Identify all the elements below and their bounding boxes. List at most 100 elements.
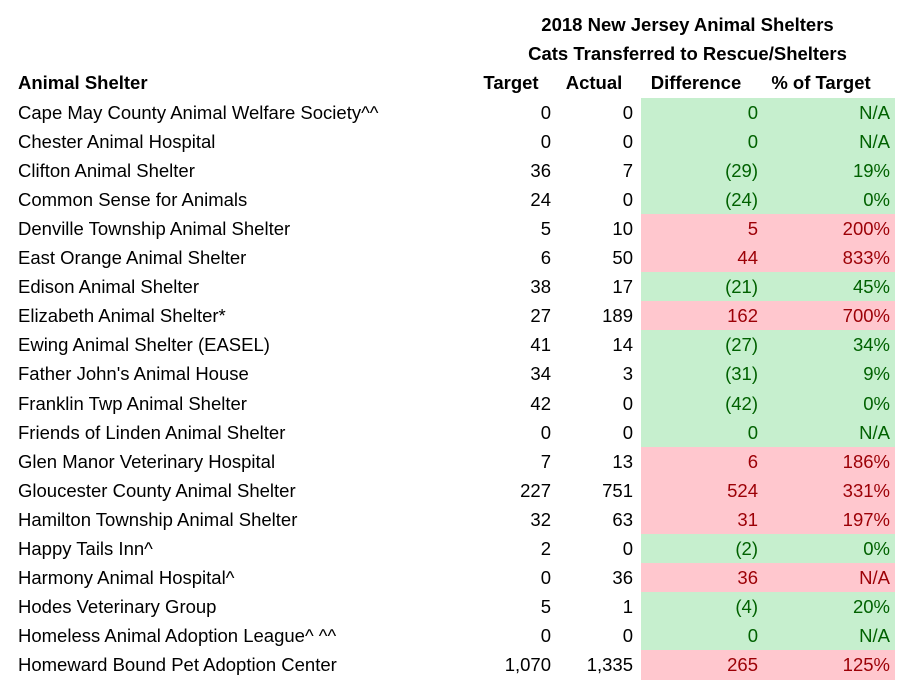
cell: 524: [727, 479, 758, 501]
difference-fill: [641, 184, 895, 215]
shelter-name: Harmony Animal Hospital^: [18, 567, 235, 589]
difference-fill: [641, 650, 895, 680]
difference-fill: [641, 301, 895, 331]
cell: 32: [530, 508, 551, 530]
cell: 0: [747, 101, 758, 123]
difference-fill: [641, 213, 895, 244]
cell: 0: [540, 567, 551, 589]
cell: 0%: [863, 188, 890, 210]
difference-fill: [641, 272, 895, 302]
cell: 0: [540, 421, 551, 443]
difference-fill: [641, 155, 895, 186]
cell: (2): [735, 538, 758, 559]
difference-fill: [641, 417, 895, 448]
cell: 63: [612, 508, 633, 530]
shelter-name: Glen Manor Veterinary Hospital: [18, 450, 276, 472]
column-header: Actual: [565, 72, 623, 93]
cell: 36: [530, 159, 551, 181]
cell: 162: [727, 305, 758, 327]
shelter-name: Homeless Animal Adoption League^ ^^: [18, 625, 337, 647]
cell: (24): [725, 188, 758, 210]
cell: 1,070: [504, 654, 551, 676]
cell: 0%: [863, 538, 890, 559]
cell: 36: [737, 567, 758, 589]
difference-fill: [641, 243, 895, 273]
column-header: Difference: [650, 72, 742, 93]
cell: 34: [530, 363, 551, 385]
cell: N/A: [859, 101, 890, 123]
cell: 125%: [842, 654, 890, 676]
difference-fill: [641, 504, 895, 535]
cell: 41: [530, 334, 551, 356]
cell: 265: [727, 654, 758, 676]
shelter-name: Father John's Animal House: [18, 363, 249, 385]
cell: 0: [622, 625, 633, 647]
cell: 44: [737, 247, 758, 268]
shelter-name: Cape May County Animal Welfare Society^^: [18, 101, 379, 123]
shelter-name: Edison Animal Shelter: [18, 276, 199, 298]
shelter-name: Ewing Animal Shelter (EASEL): [18, 334, 270, 356]
cell: 34%: [852, 334, 890, 356]
shelter-name: Friends of Linden Animal Shelter: [18, 421, 286, 443]
difference-fill: [641, 446, 895, 477]
cell: (42): [725, 392, 758, 414]
difference-fill: [641, 330, 895, 360]
cell: 227: [520, 479, 551, 501]
cell: 0%: [863, 392, 890, 414]
cell: 331%: [842, 479, 890, 501]
subtitle: Cats Transferred to Rescue/Shelters: [528, 43, 847, 64]
title: 2018 New Jersey Animal Shelters: [541, 14, 834, 35]
cell: 200%: [842, 217, 890, 239]
cell: 0: [622, 130, 633, 152]
cell: 0: [747, 421, 758, 443]
cell: 0: [622, 421, 633, 443]
shelter-name: Elizabeth Animal Shelter*: [18, 305, 226, 327]
cell: 0: [622, 101, 633, 123]
cell: 0: [540, 625, 551, 647]
cell: 0: [622, 538, 633, 559]
cell: 13: [612, 450, 633, 472]
shelter-name: Gloucester County Animal Shelter: [18, 479, 296, 501]
difference-fill: [641, 388, 895, 419]
cell: 6: [747, 450, 758, 472]
cell: 19%: [852, 159, 890, 181]
shelter-name: Denville Township Animal Shelter: [18, 217, 291, 239]
cell: (29): [725, 159, 758, 181]
cell: 6: [540, 247, 551, 268]
cell: 7: [622, 159, 633, 181]
difference-fill: [641, 563, 895, 593]
cell: N/A: [859, 130, 890, 152]
cell: 1,335: [586, 654, 633, 676]
cell: 38: [530, 276, 551, 298]
cell: 5: [540, 596, 551, 618]
shelter-name: Hamilton Township Animal Shelter: [18, 508, 298, 530]
shelter-name: Happy Tails Inn^: [18, 538, 153, 559]
cell: 751: [602, 479, 633, 501]
cell: 45%: [852, 276, 890, 298]
cell: 3: [622, 363, 633, 385]
cell: 50: [612, 247, 633, 268]
difference-fill: [641, 126, 895, 157]
cell: 0: [622, 392, 633, 414]
cell: 24: [530, 188, 551, 210]
cell: 0: [622, 188, 633, 210]
difference-fill: [641, 359, 895, 389]
shelter-name: Common Sense for Animals: [18, 188, 248, 210]
column-header: % of Target: [771, 72, 871, 93]
shelter-name: Homeward Bound Pet Adoption Center: [18, 654, 337, 676]
cell: 36: [612, 567, 633, 589]
cell: 197%: [842, 508, 890, 530]
cell: 5: [747, 217, 758, 239]
cell: 5: [540, 217, 551, 239]
difference-fill: [641, 97, 895, 128]
cell: N/A: [859, 625, 890, 647]
cell: (31): [725, 363, 758, 385]
cell: 0: [540, 101, 551, 123]
cell: N/A: [859, 421, 890, 443]
cell: 17: [612, 276, 633, 298]
cell: (21): [725, 276, 758, 298]
difference-fill: [641, 621, 895, 651]
shelter-name: Hodes Veterinary Group: [18, 596, 217, 618]
cell: 27: [530, 305, 551, 327]
